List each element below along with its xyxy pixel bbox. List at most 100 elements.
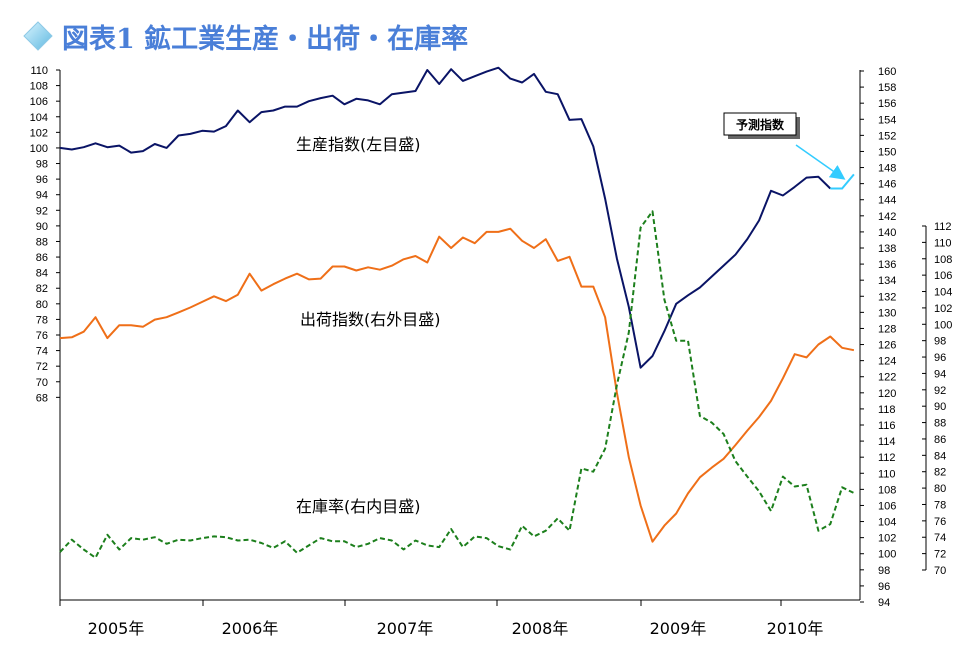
right-outer-tick-label: 150 [878, 146, 896, 158]
left-tick-label: 80 [36, 299, 48, 311]
left-tick-label: 82 [36, 283, 48, 295]
inventory-series-label: 在庫率(右内目盛) [296, 497, 421, 516]
right-outer-tick-label: 96 [878, 581, 890, 593]
right-inner-tick-label: 112 [934, 221, 952, 233]
series-layer [59, 66, 855, 559]
left-tick-label: 76 [36, 330, 48, 342]
right-inner-tick-label: 84 [934, 450, 946, 462]
right-outer-tick-label: 142 [878, 211, 896, 223]
x-tick-label: 2005年 [88, 619, 145, 638]
right-outer-tick-label: 116 [878, 420, 896, 432]
right-outer-tick-label: 160 [878, 66, 896, 78]
right-outer-tick-label: 98 [878, 565, 890, 577]
right-outer-tick-label: 104 [878, 517, 896, 529]
right-outer-tick-label: 114 [878, 436, 896, 448]
right-outer-axis-ticks: 94 96 98 100 102 104 106 108 110 112 114 116 118 120 1… [860, 66, 896, 609]
right-inner-tick-label: 70 [934, 565, 946, 577]
series-line-3 [59, 210, 855, 559]
left-tick-label: 68 [36, 392, 48, 404]
right-outer-tick-label: 94 [878, 597, 890, 609]
right-outer-tick-label: 124 [878, 356, 896, 368]
chart-title: 図表1 鉱工業生産・出荷・在庫率 [23, 21, 468, 55]
right-outer-tick-label: 134 [878, 275, 896, 287]
left-axis-ticks: 68 70 72 74 76 78 80 82 84 86 88 90 92 94 96 98 100 102 10… [30, 65, 60, 404]
left-tick-label: 70 [36, 377, 48, 389]
left-tick-label: 106 [30, 96, 48, 108]
right-outer-tick-label: 128 [878, 323, 896, 335]
left-tick-label: 72 [36, 361, 48, 373]
axes [59, 70, 927, 601]
shipment-series-label: 出荷指数(右外目盛) [300, 310, 441, 329]
right-outer-tick-label: 148 [878, 163, 896, 175]
right-outer-tick-label: 106 [878, 500, 896, 512]
right-inner-tick-label: 100 [934, 319, 952, 331]
right-outer-tick-label: 138 [878, 243, 896, 255]
x-axis-ticks: 2005年 2006年 2007年 2008年 2009年 2010年 [59, 600, 823, 638]
left-tick-label: 108 [30, 81, 48, 93]
right-inner-tick-label: 88 [934, 418, 946, 430]
right-outer-tick-label: 156 [878, 98, 896, 110]
right-inner-tick-label: 98 [934, 336, 946, 348]
left-tick-label: 110 [30, 65, 48, 77]
right-outer-tick-label: 130 [878, 307, 896, 319]
right-outer-tick-label: 154 [878, 114, 896, 126]
left-tick-label: 84 [36, 268, 48, 280]
callout-box [723, 112, 797, 136]
right-outer-tick-label: 146 [878, 179, 896, 191]
right-outer-tick-label: 144 [878, 195, 896, 207]
x-tick-label: 2008年 [512, 619, 569, 638]
right-inner-tick-label: 86 [934, 434, 946, 446]
right-outer-tick-label: 122 [878, 372, 896, 384]
right-inner-tick-label: 72 [934, 549, 946, 561]
left-tick-label: 92 [36, 205, 48, 217]
right-inner-tick-label: 110 [934, 237, 952, 249]
right-outer-tick-label: 158 [878, 82, 896, 94]
right-inner-tick-label: 78 [934, 499, 946, 511]
right-inner-tick-label: 80 [934, 483, 946, 495]
left-tick-label: 78 [36, 314, 48, 326]
right-inner-tick-label: 82 [934, 467, 946, 479]
right-inner-tick-label: 106 [934, 270, 952, 282]
right-inner-axis-ticks: 70 72 74 76 78 80 82 84 86 88 90 92 94 96 98 100 102 104 1… [922, 221, 952, 577]
left-tick-label: 104 [30, 112, 48, 124]
right-outer-tick-label: 108 [878, 484, 896, 496]
right-inner-tick-label: 92 [934, 385, 946, 397]
right-outer-tick-label: 140 [878, 227, 896, 239]
left-tick-label: 96 [36, 174, 48, 186]
right-inner-tick-label: 108 [934, 254, 952, 266]
series-line-1 [59, 66, 832, 369]
diamond-icon [23, 21, 53, 51]
right-outer-tick-label: 132 [878, 291, 896, 303]
right-inner-tick-label: 94 [934, 368, 946, 380]
right-inner-tick-label: 76 [934, 516, 946, 528]
left-tick-label: 90 [36, 221, 48, 233]
right-outer-tick-label: 100 [878, 549, 896, 561]
right-outer-tick-label: 110 [878, 468, 896, 480]
right-outer-tick-label: 112 [878, 452, 896, 464]
right-outer-tick-label: 136 [878, 259, 896, 271]
left-tick-label: 88 [36, 236, 48, 248]
right-outer-tick-label: 120 [878, 388, 896, 400]
left-tick-label: 74 [36, 346, 48, 358]
series-line-2 [59, 227, 855, 543]
left-tick-label: 100 [30, 143, 48, 155]
forecast-line [830, 173, 855, 190]
forecast-callout: 予測指数 [723, 112, 846, 180]
right-inner-tick-label: 90 [934, 401, 946, 413]
right-outer-tick-label: 126 [878, 340, 896, 352]
right-outer-tick-label: 102 [878, 533, 896, 545]
left-tick-label: 94 [36, 190, 48, 202]
right-inner-tick-label: 104 [934, 287, 952, 299]
right-outer-tick-label: 152 [878, 130, 896, 142]
callout-text: 予測指数 [736, 117, 785, 132]
left-tick-label: 86 [36, 252, 48, 264]
left-tick-label: 98 [36, 159, 48, 171]
right-inner-tick-label: 96 [934, 352, 946, 364]
right-outer-tick-label: 118 [878, 404, 896, 416]
left-tick-label: 102 [30, 127, 48, 139]
right-inner-tick-label: 102 [934, 303, 952, 315]
callout-arrow [795, 144, 846, 180]
production-series-label: 生産指数(左目盛) [296, 135, 421, 154]
